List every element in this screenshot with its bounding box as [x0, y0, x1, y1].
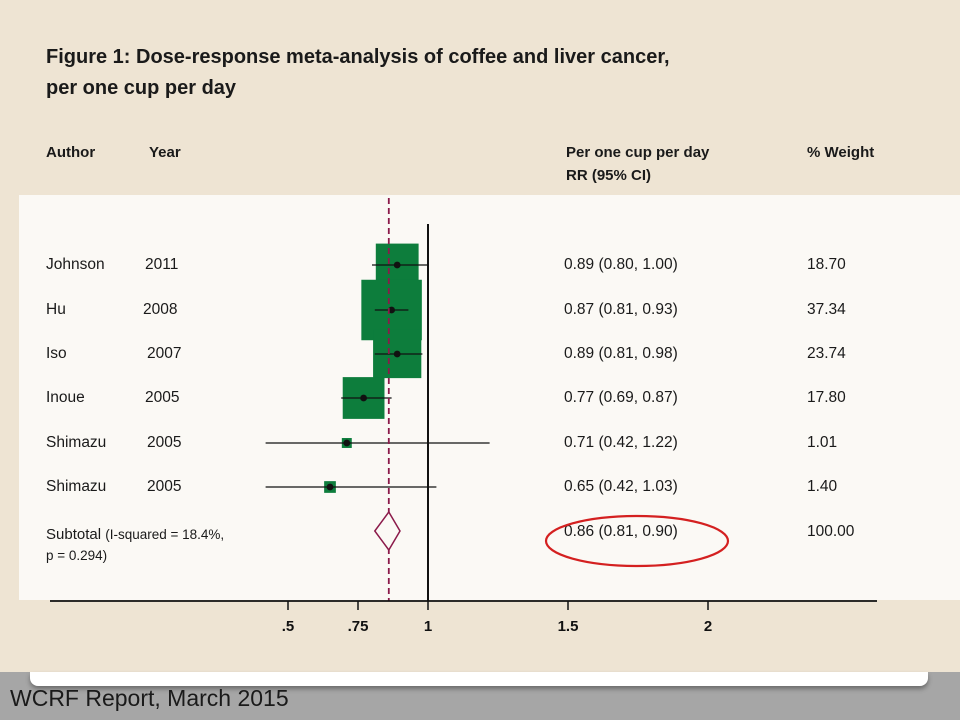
study-rr: 0.89 (0.81, 0.98)	[564, 345, 678, 362]
pooled-diamond	[373, 510, 401, 552]
weight-column-header: % Weight	[807, 144, 875, 161]
study-year: 2005	[147, 434, 182, 451]
study-point-estimate	[326, 483, 334, 491]
author-column-header: Author	[46, 144, 96, 161]
highlight-ellipse	[544, 514, 730, 568]
study-weight: 18.70	[807, 256, 846, 273]
x-tick-label: .75	[348, 618, 369, 635]
study-point-estimate	[360, 394, 367, 402]
study-point-estimate	[388, 306, 395, 314]
plot-panel	[19, 195, 960, 600]
study-weight: 1.01	[807, 434, 838, 451]
study-rr: 0.71 (0.42, 1.22)	[564, 434, 678, 451]
study-year: 2005	[147, 478, 182, 495]
study-year: 2007	[147, 345, 182, 362]
rr-column-header-line1: Per one cup per day	[566, 144, 710, 161]
study-weight: 37.34	[807, 301, 846, 318]
study-author: Johnson	[46, 256, 105, 273]
study-point-estimate	[343, 439, 351, 447]
study-author: Iso	[46, 345, 67, 362]
study-year: 2011	[145, 256, 179, 273]
subtotal-rr: 0.86 (0.81, 0.90)	[564, 523, 678, 540]
rr-column-header-line2: RR (95% CI)	[566, 167, 652, 184]
slide-edge	[30, 672, 928, 686]
subtotal-weight: 100.00	[807, 523, 855, 540]
figure-title-line1: Figure 1: Dose-response meta-analysis of…	[46, 46, 670, 68]
footer-source: WCRF Report, March 2015	[10, 685, 289, 711]
study-weight: 17.80	[807, 389, 846, 406]
study-year: 2008	[143, 301, 178, 318]
x-tick-label: 2	[704, 618, 712, 635]
subtotal-label: Subtotal (I-squared = 18.4%, p = 0.294)	[46, 524, 224, 566]
x-tick-label: .5	[282, 618, 295, 635]
subtotal-stats-line1: (I-squared = 18.4%,	[105, 527, 225, 542]
study-author: Shimazu	[46, 478, 107, 495]
rr-column-header: Per one cup per day RR (95% CI)	[566, 141, 709, 187]
subtotal-stats-line2: p = 0.294)	[46, 548, 108, 563]
year-column-header: Year	[149, 144, 181, 161]
study-point-estimate	[393, 261, 401, 269]
study-point-estimate	[393, 350, 401, 358]
study-author: Shimazu	[46, 434, 107, 451]
study-rr: 0.87 (0.81, 0.93)	[564, 301, 678, 318]
study-author: Inoue	[46, 389, 85, 406]
x-tick-label: 1.5	[558, 618, 579, 635]
figure-title-line2: per one cup per day	[46, 77, 237, 99]
study-year: 2005	[145, 389, 180, 406]
study-rr: 0.65 (0.42, 1.03)	[564, 478, 678, 495]
study-rr: 0.89 (0.80, 1.00)	[564, 256, 678, 273]
subtotal-title: Subtotal	[46, 526, 102, 543]
study-weight: 1.40	[807, 478, 838, 495]
figure-title: Figure 1: Dose-response meta-analysis of…	[46, 42, 806, 104]
study-weight: 23.74	[807, 345, 846, 362]
study-rr: 0.77 (0.69, 0.87)	[564, 389, 678, 406]
study-author: Hu	[46, 301, 66, 318]
x-tick-label: 1	[424, 618, 432, 635]
